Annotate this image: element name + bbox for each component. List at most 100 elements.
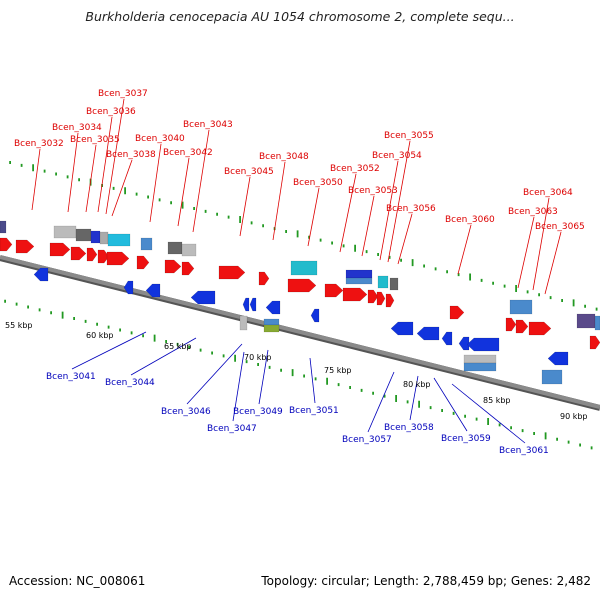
forward-gene-label: Bcen_3048 [259,152,309,162]
reverse-gene-label: Bcen_3047 [207,424,257,434]
feature-box [594,315,600,331]
tick-mark [377,253,379,256]
feature-box [181,243,197,257]
feature-box [263,318,280,326]
reverse-gene [33,267,49,282]
tick-mark [579,443,581,447]
tick-mark [124,187,126,195]
tick-mark [188,345,190,349]
tick-mark [319,238,322,242]
tick-mark [181,201,184,209]
label-leader-lines [31,98,562,444]
feature-box [576,313,596,329]
tick-mark [303,374,305,378]
forward-gene-label: Bcen_3055 [384,131,434,141]
tick-mark [245,360,248,364]
forward-gene [449,305,465,320]
feature-box [509,299,533,315]
tick-mark [498,423,501,427]
tick-mark [314,377,317,381]
tick-mark [78,178,80,182]
tick-mark [434,267,437,271]
tick-mark [326,377,328,385]
tick-mark [429,406,432,410]
tick-mark [595,307,598,311]
tick-mark [567,440,570,444]
forward-gene-label: Bcen_3036 [86,107,136,117]
reverse-gene [390,321,414,336]
tick-mark [365,250,368,254]
tick-mark [556,437,558,441]
forward-gene-label: Bcen_3040 [135,134,185,144]
forward-gene [106,251,130,266]
tick-mark [119,328,121,332]
forward-label-leader [272,161,286,241]
tick-mark [400,258,402,262]
tick-mark [423,264,425,268]
tick-mark [464,414,466,418]
tick-mark [170,201,172,205]
map-title: Burkholderia cenocepacia AU 1054 chromos… [85,9,515,24]
tick-mark [73,317,75,320]
feature-box [0,220,7,234]
tick-mark [176,342,179,346]
forward-gene-label: Bcen_3045 [224,167,274,177]
feature-box [53,225,77,239]
reverse-gene-label: Bcen_3044 [105,378,155,388]
reverse-gene-label: Bcen_3051 [289,406,339,416]
accession-text: Accession: NC_008061 [9,574,146,588]
forward-label-leader [177,157,190,227]
tick-mark [349,386,351,389]
tick-mark [15,302,18,306]
forward-gene [385,293,395,308]
forward-gene [97,249,110,264]
forward-gene-label: Bcen_3043 [183,120,233,130]
tick-mark [27,305,29,309]
feature-box [75,228,92,242]
reverse-gene [466,337,500,352]
forward-label-leader [149,143,162,223]
forward-gene-label: Bcen_3038 [106,150,156,160]
reverse-gene-label: Bcen_3049 [233,407,283,417]
forward-gene [164,259,182,274]
tick-mark [515,285,517,292]
forward-gene-label: Bcen_3065 [535,222,585,232]
feature-box [263,324,280,333]
reverse-gene [123,280,134,295]
tick-mark [480,278,483,282]
feature-box [290,260,318,276]
tick-mark [50,311,52,315]
forward-gene [86,247,98,262]
forward-gene-label: Bcen_3050 [293,178,343,188]
forward-gene-labels: Bcen_3032 Bcen_3034 Bcen_3035 Bcen_3036 Bcen… [14,89,585,232]
forward-gene-label: Bcen_3054 [372,151,422,161]
tick-mark [492,281,494,285]
reverse-label-leader [433,377,468,432]
tick-mark [360,388,363,392]
forward-gene [367,289,379,304]
tick-mark [544,432,547,440]
tick-mark [342,244,345,248]
tick-mark [250,221,253,225]
forward-label-leader [387,140,411,263]
tick-mark [158,198,161,202]
reverse-gene [310,308,320,323]
scale-label: 80 kbp [403,380,431,389]
forward-gene [49,242,71,257]
tick-mark [61,311,64,319]
forward-label-leader [111,159,133,217]
tick-mark [354,244,356,252]
tick-mark [135,192,138,196]
forward-gene [287,278,317,293]
tick-mark [388,255,391,259]
tick-marks [4,161,598,450]
tick-mark [446,270,448,274]
tick-mark [549,296,552,300]
tick-mark [533,432,535,435]
reverse-label-leader [309,357,316,404]
forward-label-leader [105,98,125,215]
forward-label-leader [239,176,251,237]
tick-mark [4,299,6,303]
forward-gene [505,317,517,332]
